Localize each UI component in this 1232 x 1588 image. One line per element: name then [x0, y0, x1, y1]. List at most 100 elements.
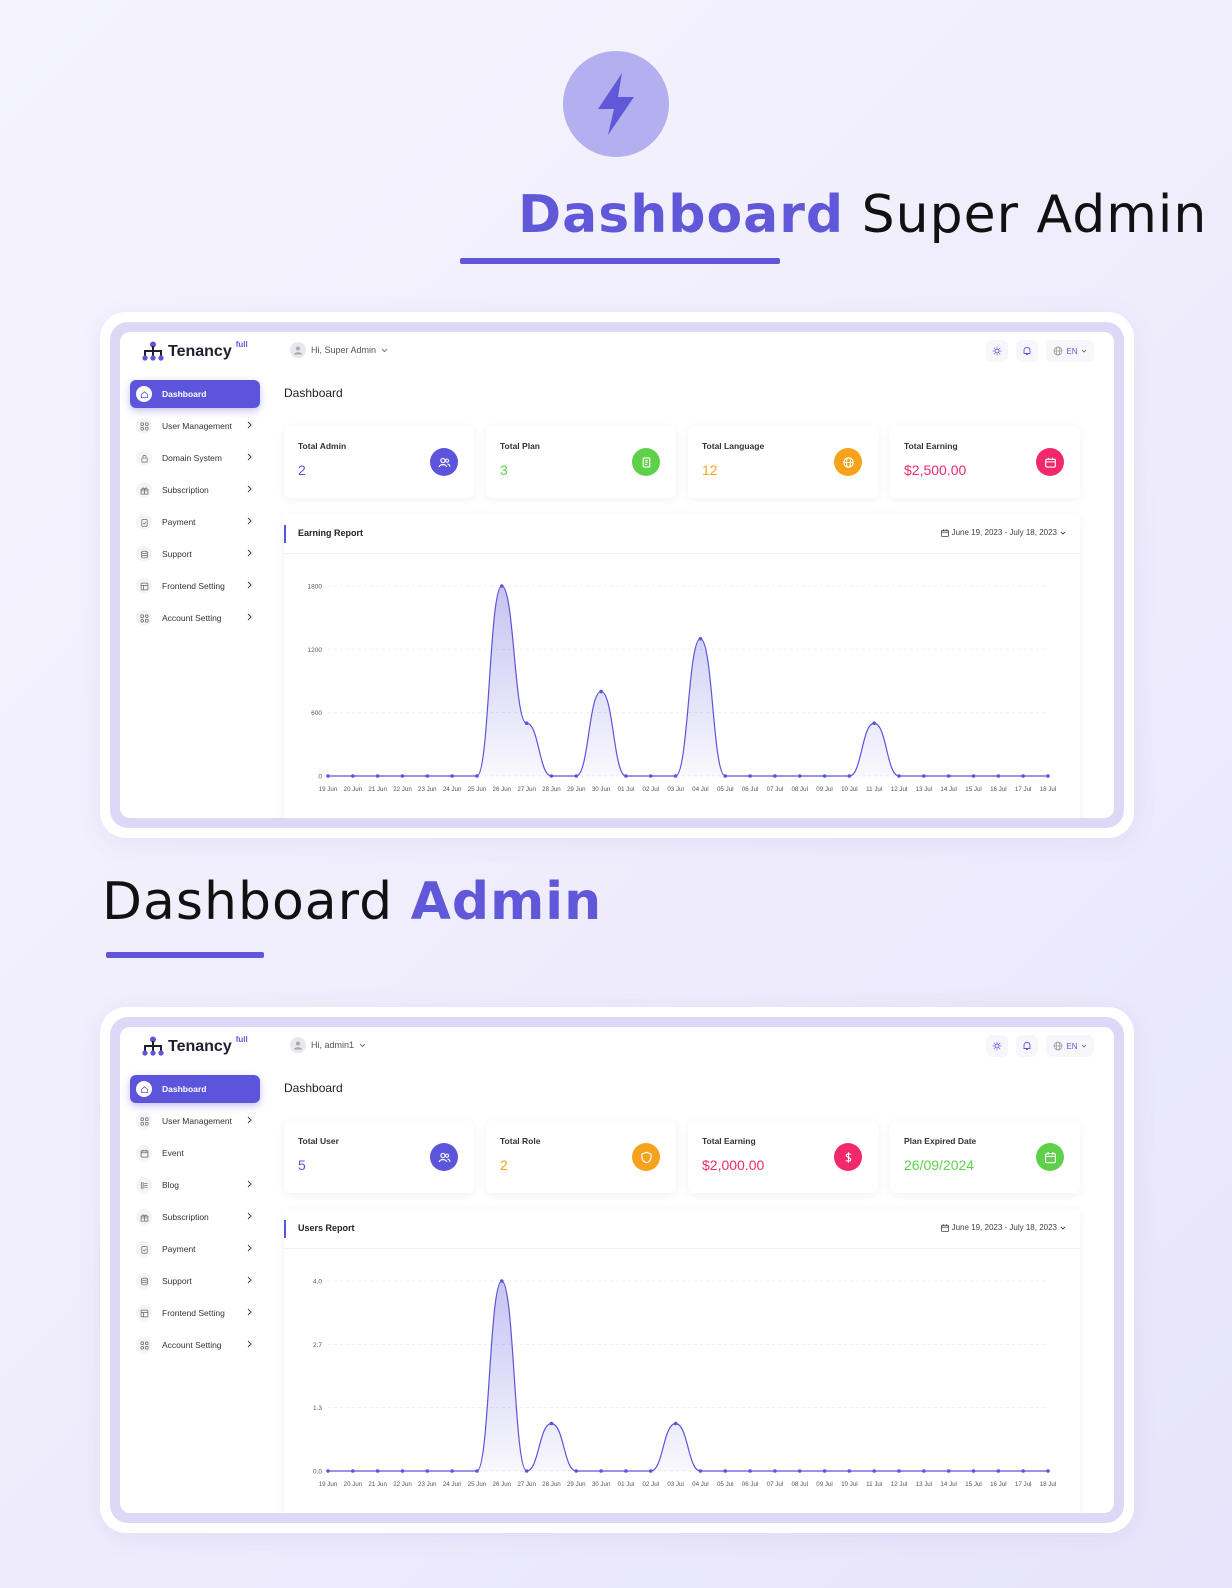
- data-point: [673, 1421, 678, 1426]
- sidebar-icon-wrap: [136, 546, 152, 562]
- notifications-button[interactable]: [1016, 1035, 1038, 1057]
- notifications-button[interactable]: [1016, 340, 1038, 362]
- stat-label: Plan Expired Date: [904, 1136, 977, 1146]
- x-tick-label: 27 Jun: [517, 1481, 536, 1488]
- sidebar-item-domain-system[interactable]: Domain System: [130, 444, 260, 472]
- sidebar-item-label: Subscription: [162, 1212, 209, 1222]
- heading-rest: Dashboard: [102, 872, 394, 932]
- brand-sup: full: [235, 1035, 248, 1044]
- lightning-badge: [563, 51, 669, 157]
- data-point: [375, 1469, 380, 1473]
- x-tick-label: 25 Jun: [468, 786, 487, 793]
- language-select[interactable]: EN: [1046, 1035, 1094, 1057]
- heading-rest: Super Admin: [861, 185, 1208, 245]
- sidebar-item-dashboard[interactable]: Dashboard: [130, 380, 260, 408]
- x-tick-label: 25 Jun: [468, 1481, 487, 1488]
- sidebar-item-support[interactable]: Support: [130, 540, 260, 568]
- globe-icon: [1054, 1041, 1063, 1051]
- sidebar-item-frontend-setting[interactable]: Frontend Setting: [130, 572, 260, 600]
- brand-logo[interactable]: Tenancy full: [142, 340, 248, 361]
- chevron-right-icon: [247, 581, 252, 589]
- y-tick-label: 1800: [308, 584, 323, 591]
- brand-name: Tenancy: [168, 343, 232, 360]
- x-tick-label: 30 Jun: [592, 786, 611, 793]
- sidebar-item-subscription[interactable]: Subscription: [130, 1203, 260, 1231]
- sidebar-item-support[interactable]: Support: [130, 1267, 260, 1295]
- date-range-picker[interactable]: June 19, 2023 - July 18, 2023: [940, 528, 1066, 537]
- sidebar-item-user-management[interactable]: User Management: [130, 412, 260, 440]
- brand-logo[interactable]: Tenancy full: [142, 1035, 248, 1056]
- data-point: [425, 1469, 430, 1473]
- topbar-actions: EN: [986, 340, 1094, 362]
- sidebar-item-user-management[interactable]: User Management: [130, 1107, 260, 1135]
- x-tick-label: 10 Jul: [841, 1481, 858, 1488]
- data-point: [599, 689, 603, 694]
- stat-icon-badge: [1036, 1143, 1064, 1171]
- x-tick-label: 27 Jun: [517, 786, 536, 793]
- chevron-down-icon: [359, 1043, 366, 1047]
- sidebar-item-blog[interactable]: Blog: [130, 1171, 260, 1199]
- stat-label: Total Role: [500, 1136, 541, 1146]
- shield-icon: [640, 1151, 652, 1163]
- data-point: [748, 774, 752, 778]
- user-icon: [294, 346, 302, 355]
- data-point: [922, 774, 926, 778]
- x-tick-label: 29 Jun: [567, 1481, 586, 1488]
- chevron-right-icon: [247, 421, 252, 429]
- data-point: [946, 1469, 951, 1473]
- x-tick-label: 28 Jun: [542, 786, 561, 793]
- stat-label: Total User: [298, 1136, 339, 1146]
- x-tick-label: 04 Jul: [692, 786, 709, 793]
- stat-card-plan-expired-date: Plan Expired Date 26/09/2024: [890, 1121, 1080, 1193]
- x-tick-label: 05 Jul: [717, 786, 734, 793]
- lock-icon: [140, 454, 148, 462]
- data-point: [1046, 774, 1050, 778]
- theme-toggle[interactable]: [986, 340, 1008, 362]
- app-screen: Tenancy full Hi, admin1 EN Dashboard User…: [120, 1027, 1114, 1513]
- sidebar-item-payment[interactable]: Payment: [130, 508, 260, 536]
- sidebar-item-dashboard[interactable]: Dashboard: [130, 1075, 260, 1103]
- page-title: Dashboard: [284, 386, 343, 400]
- sidebar-item-account-setting[interactable]: Account Setting: [130, 1331, 260, 1359]
- date-range-text: June 19, 2023 - July 18, 2023: [951, 1223, 1057, 1232]
- sidebar-item-subscription[interactable]: Subscription: [130, 476, 260, 504]
- stat-label: Total Plan: [500, 441, 540, 451]
- x-tick-label: 15 Jul: [965, 1481, 982, 1488]
- sidebar-item-event[interactable]: Event: [130, 1139, 260, 1167]
- sidebar-item-payment[interactable]: Payment: [130, 1235, 260, 1263]
- app-screen: Tenancy full Hi, Super Admin EN Dashboar…: [120, 332, 1114, 818]
- chevron-right-icon: [247, 1340, 252, 1348]
- stat-label: Total Language: [702, 441, 765, 451]
- data-point: [996, 774, 1001, 778]
- sidebar-icon-wrap: [136, 1081, 152, 1097]
- sidebar-icon-wrap: [136, 1273, 152, 1289]
- stat-card-total-plan: Total Plan 3: [486, 426, 676, 498]
- users-grid-icon: [140, 422, 148, 430]
- sidebar-item-frontend-setting[interactable]: Frontend Setting: [130, 1299, 260, 1327]
- user-menu[interactable]: Hi, admin1: [290, 1037, 366, 1053]
- chevron-right-icon: [247, 485, 252, 493]
- sidebar-item-label: Account Setting: [162, 613, 222, 623]
- tenancy-logo-icon: [142, 1036, 164, 1056]
- data-point: [897, 774, 901, 778]
- x-tick-label: 08 Jul: [791, 786, 808, 793]
- sidebar-item-account-setting[interactable]: Account Setting: [130, 604, 260, 632]
- sidebar-item-label: Frontend Setting: [162, 581, 225, 591]
- x-tick-label: 16 Jul: [990, 786, 1007, 793]
- report-header: Earning Report June 19, 2023 - July 18, …: [284, 514, 1080, 554]
- user-menu[interactable]: Hi, Super Admin: [290, 342, 388, 358]
- report-title: Users Report: [298, 1223, 355, 1233]
- data-point: [822, 774, 827, 778]
- sidebar-item-label: Domain System: [162, 453, 222, 463]
- data-point: [748, 1469, 752, 1473]
- x-tick-label: 24 Jun: [443, 1481, 462, 1488]
- date-range-picker[interactable]: June 19, 2023 - July 18, 2023: [940, 1223, 1066, 1232]
- clipboard-icon: [140, 518, 148, 527]
- series-area: [328, 1281, 1048, 1471]
- language-select[interactable]: EN: [1046, 340, 1094, 362]
- data-point: [475, 774, 479, 778]
- stat-icon-badge: [430, 1143, 458, 1171]
- users-grid-icon: [140, 1117, 148, 1125]
- x-tick-label: 08 Jul: [791, 1481, 808, 1488]
- theme-toggle[interactable]: [986, 1035, 1008, 1057]
